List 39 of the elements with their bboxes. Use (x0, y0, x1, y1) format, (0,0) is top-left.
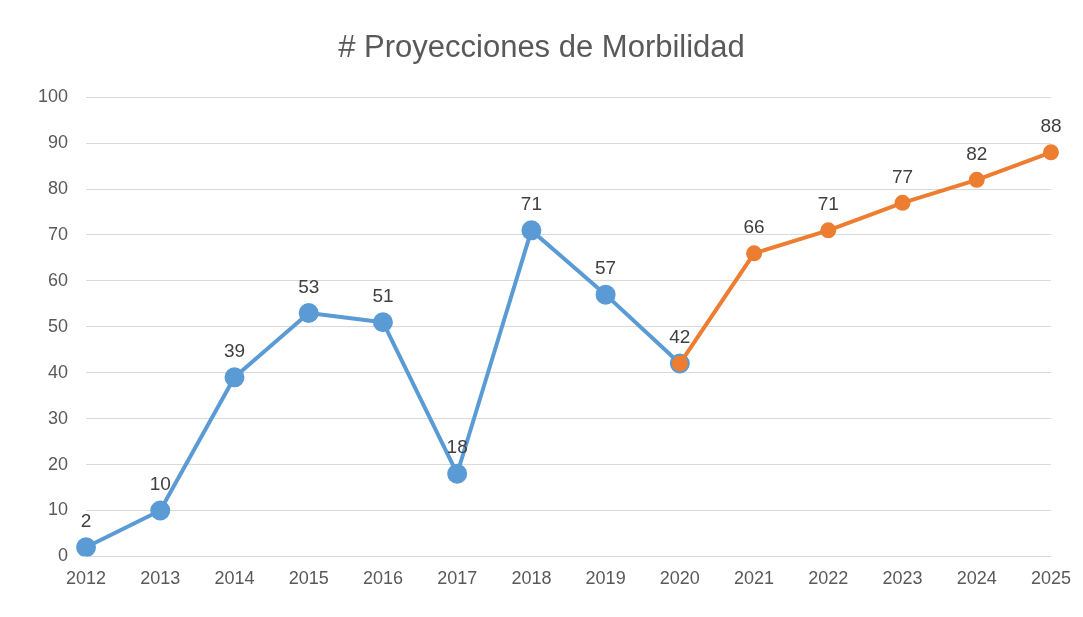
data-label: 42 (669, 326, 691, 348)
x-tick-label: 2025 (1030, 568, 1071, 589)
x-tick-label: 2024 (956, 568, 997, 589)
x-tick-label: 2017 (437, 568, 478, 589)
x-tick-label: 2012 (66, 568, 107, 589)
data-label: 88 (1040, 115, 1062, 137)
data-label: 57 (595, 257, 617, 279)
y-tick-label: 10 (48, 499, 69, 520)
y-tick-label: 80 (48, 178, 69, 199)
y-tick-label: 30 (48, 407, 69, 428)
x-tick-label: 2020 (659, 568, 700, 589)
y-tick-label: 60 (48, 269, 69, 290)
x-tick-label: 2014 (214, 568, 255, 589)
chart-title: # Proyecciones de Morbilidad (338, 29, 745, 65)
data-label: 66 (743, 216, 765, 238)
data-label: 2 (80, 509, 92, 531)
y-tick-label: 90 (48, 132, 69, 153)
y-tick-label: 100 (37, 86, 69, 107)
data-label: 77 (891, 165, 914, 187)
y-tick-label: 40 (48, 361, 69, 382)
data-label: 71 (520, 193, 542, 215)
x-tick-label: 2019 (585, 568, 626, 589)
x-tick-label: 2022 (808, 568, 849, 589)
y-tick-label: 0 (58, 545, 69, 566)
x-tick-label: 2023 (882, 568, 923, 589)
data-label: 39 (223, 340, 246, 362)
x-tick-label: 2018 (511, 568, 552, 589)
data-label: 51 (372, 284, 394, 306)
x-tick-label: 2013 (140, 568, 181, 589)
data-label: 71 (817, 193, 839, 215)
data-label: 82 (966, 142, 988, 164)
data-label: 10 (149, 473, 171, 495)
x-tick-label: 2015 (288, 568, 329, 589)
x-tick-label: 2021 (734, 568, 775, 589)
y-tick-label: 70 (48, 223, 69, 244)
y-tick-label: 50 (48, 315, 69, 336)
data-label: 53 (298, 275, 320, 297)
y-tick-label: 20 (48, 453, 69, 474)
x-tick-label: 2016 (362, 568, 403, 589)
